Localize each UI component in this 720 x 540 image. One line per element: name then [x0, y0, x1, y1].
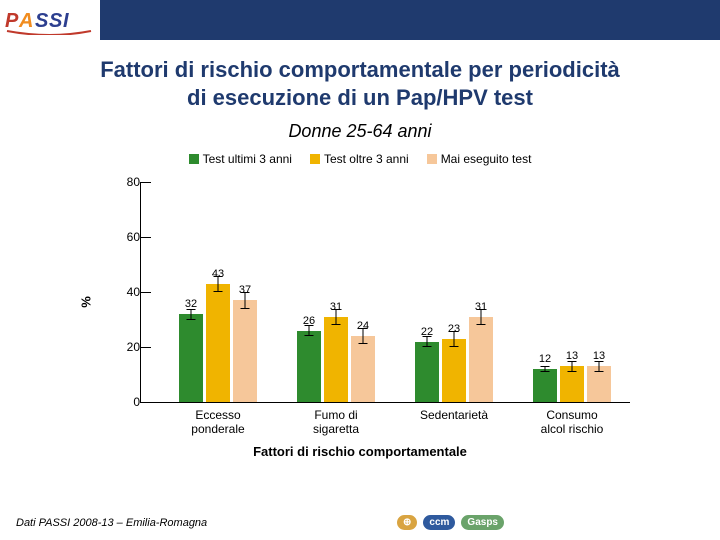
legend-swatch	[189, 154, 199, 164]
error-bar	[245, 292, 246, 309]
error-bar	[336, 309, 337, 326]
svg-text:I: I	[63, 10, 69, 32]
y-tick-label: 40	[114, 285, 140, 299]
footer-logo: Gasps	[461, 515, 504, 530]
error-bar	[545, 366, 546, 372]
footer-logos: ⊕ ccm Gasps	[397, 515, 504, 530]
y-tick-label: 0	[114, 395, 140, 409]
footer-logo: ⊕	[397, 515, 417, 530]
passi-logo: P A S S I	[0, 0, 100, 40]
svg-text:S: S	[49, 10, 63, 32]
error-bar	[191, 309, 192, 320]
legend-label: Test ultimi 3 anni	[203, 152, 292, 166]
y-tick-label: 20	[114, 340, 140, 354]
top-bar: P A S S I	[0, 0, 720, 40]
legend-label: Test oltre 3 anni	[324, 152, 409, 166]
title-line1: Fattori di rischio comportamentale per p…	[100, 57, 620, 82]
error-bar	[599, 361, 600, 372]
svg-text:S: S	[35, 10, 49, 32]
bar: 22	[415, 342, 439, 403]
y-tick-label: 60	[114, 230, 140, 244]
bar: 24	[351, 336, 375, 402]
error-bar	[218, 276, 219, 293]
footer-text: Dati PASSI 2008-13 – Emilia-Romagna	[16, 517, 207, 529]
header-strip	[100, 0, 720, 40]
footer-logo: ccm	[423, 515, 455, 530]
bar: 13	[560, 366, 584, 402]
error-bar	[454, 331, 455, 348]
bar: 43	[206, 284, 230, 402]
legend-item: Test oltre 3 anni	[310, 152, 409, 166]
legend: Test ultimi 3 anni Test oltre 3 anni Mai e…	[80, 152, 640, 166]
bar-group: 263124	[297, 317, 375, 402]
bar: 12	[533, 369, 557, 402]
bar-group: 121313	[533, 366, 611, 402]
bar-value-label: 12	[539, 353, 551, 365]
y-axis-label: %	[78, 296, 93, 308]
footer: Dati PASSI 2008-13 – Emilia-Romagna ⊕ ccm…	[16, 515, 704, 530]
legend-label: Mai eseguito test	[441, 152, 532, 166]
chart: Test ultimi 3 anni Test oltre 3 anni Mai e…	[80, 152, 640, 452]
legend-item: Mai eseguito test	[427, 152, 532, 166]
bar-group: 324337	[179, 284, 257, 402]
error-bar	[572, 361, 573, 372]
legend-swatch	[310, 154, 320, 164]
bar: 26	[297, 331, 321, 403]
passi-logo-svg: P A S S I	[5, 5, 95, 35]
bar-group: 222331	[415, 317, 493, 402]
category-label: Eccesso ponderale	[191, 408, 244, 437]
bar: 23	[442, 339, 466, 402]
category-label: Consumo alcol rischio	[541, 408, 604, 437]
error-bar	[427, 336, 428, 347]
plot-area: 324337263124222331121313	[140, 182, 630, 402]
subtitle: Donne 25-64 anni	[0, 121, 720, 142]
svg-text:A: A	[18, 10, 33, 32]
x-axis-title: Fattori di rischio comportamentale	[80, 444, 640, 459]
error-bar	[309, 325, 310, 336]
bar: 31	[469, 317, 493, 402]
legend-swatch	[427, 154, 437, 164]
page-title: Fattori di rischio comportamentale per p…	[40, 56, 680, 111]
bar: 13	[587, 366, 611, 402]
category-label: Sedentarietà	[420, 408, 488, 422]
svg-text:P: P	[5, 10, 19, 32]
bar: 37	[233, 300, 257, 402]
y-tick-label: 80	[114, 175, 140, 189]
error-bar	[481, 309, 482, 326]
category-label: Fumo di sigaretta	[313, 408, 359, 437]
bar: 32	[179, 314, 203, 402]
title-line2: di esecuzione di un Pap/HPV test	[187, 85, 533, 110]
legend-item: Test ultimi 3 anni	[189, 152, 292, 166]
error-bar	[363, 328, 364, 345]
bar: 31	[324, 317, 348, 402]
